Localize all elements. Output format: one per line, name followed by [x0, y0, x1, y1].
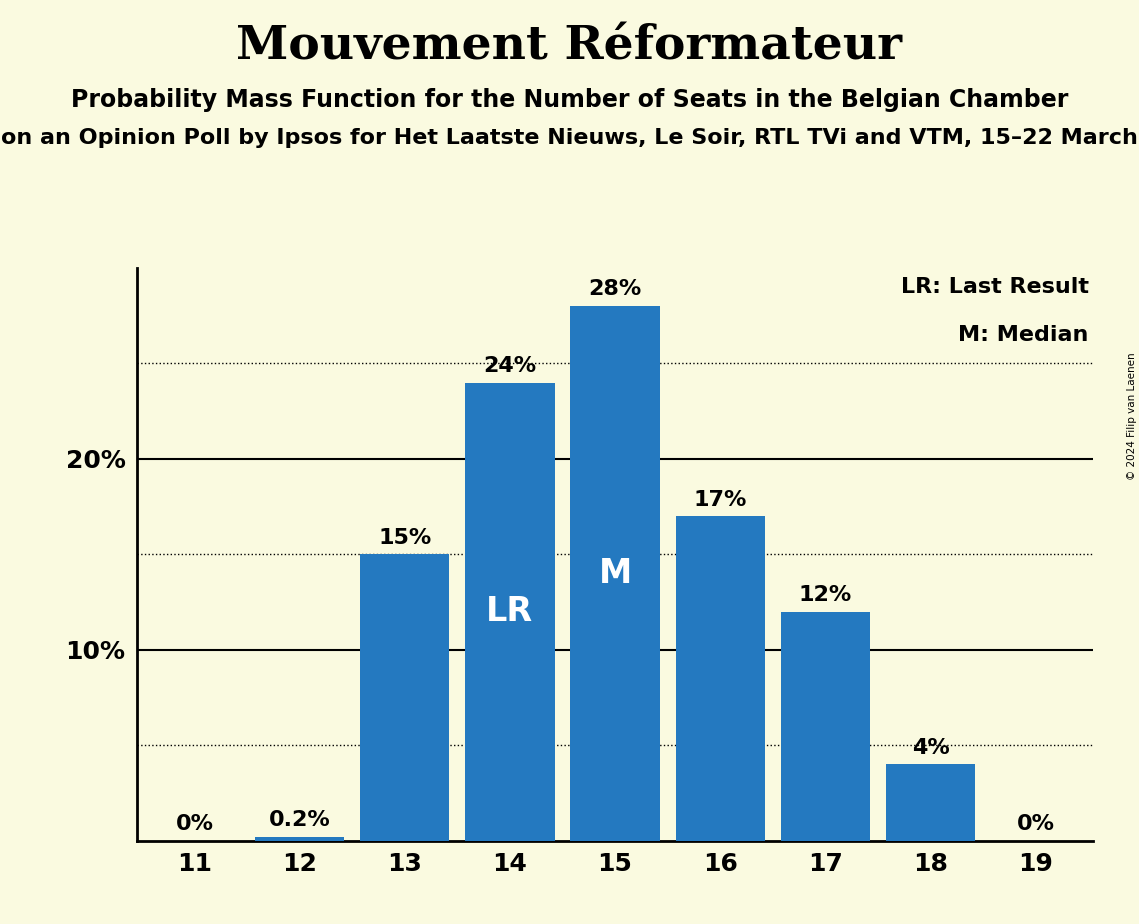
Text: LR: LR — [486, 595, 533, 628]
Text: 4%: 4% — [911, 737, 949, 758]
Bar — [675, 517, 765, 841]
Bar — [360, 554, 450, 841]
Text: M: Median: M: Median — [958, 325, 1089, 346]
Bar — [571, 306, 659, 841]
Text: LR: Last Result: LR: Last Result — [901, 276, 1089, 297]
Text: 15%: 15% — [378, 528, 432, 548]
Bar — [886, 764, 975, 841]
Text: 0.2%: 0.2% — [269, 810, 330, 831]
Text: 24%: 24% — [483, 356, 536, 376]
Text: 12%: 12% — [798, 585, 852, 605]
Text: 28%: 28% — [589, 279, 641, 299]
Text: 17%: 17% — [694, 490, 747, 509]
Bar — [780, 612, 870, 841]
Bar — [255, 837, 344, 841]
Text: © 2024 Filip van Laenen: © 2024 Filip van Laenen — [1126, 352, 1137, 480]
Text: 0%: 0% — [1017, 814, 1055, 834]
Bar — [465, 383, 555, 841]
Text: Mouvement Réformateur: Mouvement Réformateur — [237, 23, 902, 69]
Text: Probability Mass Function for the Number of Seats in the Belgian Chamber: Probability Mass Function for the Number… — [71, 88, 1068, 112]
Text: 0%: 0% — [175, 814, 213, 834]
Text: M: M — [598, 557, 632, 590]
Text: on an Opinion Poll by Ipsos for Het Laatste Nieuws, Le Soir, RTL TVi and VTM, 15: on an Opinion Poll by Ipsos for Het Laat… — [1, 128, 1138, 148]
